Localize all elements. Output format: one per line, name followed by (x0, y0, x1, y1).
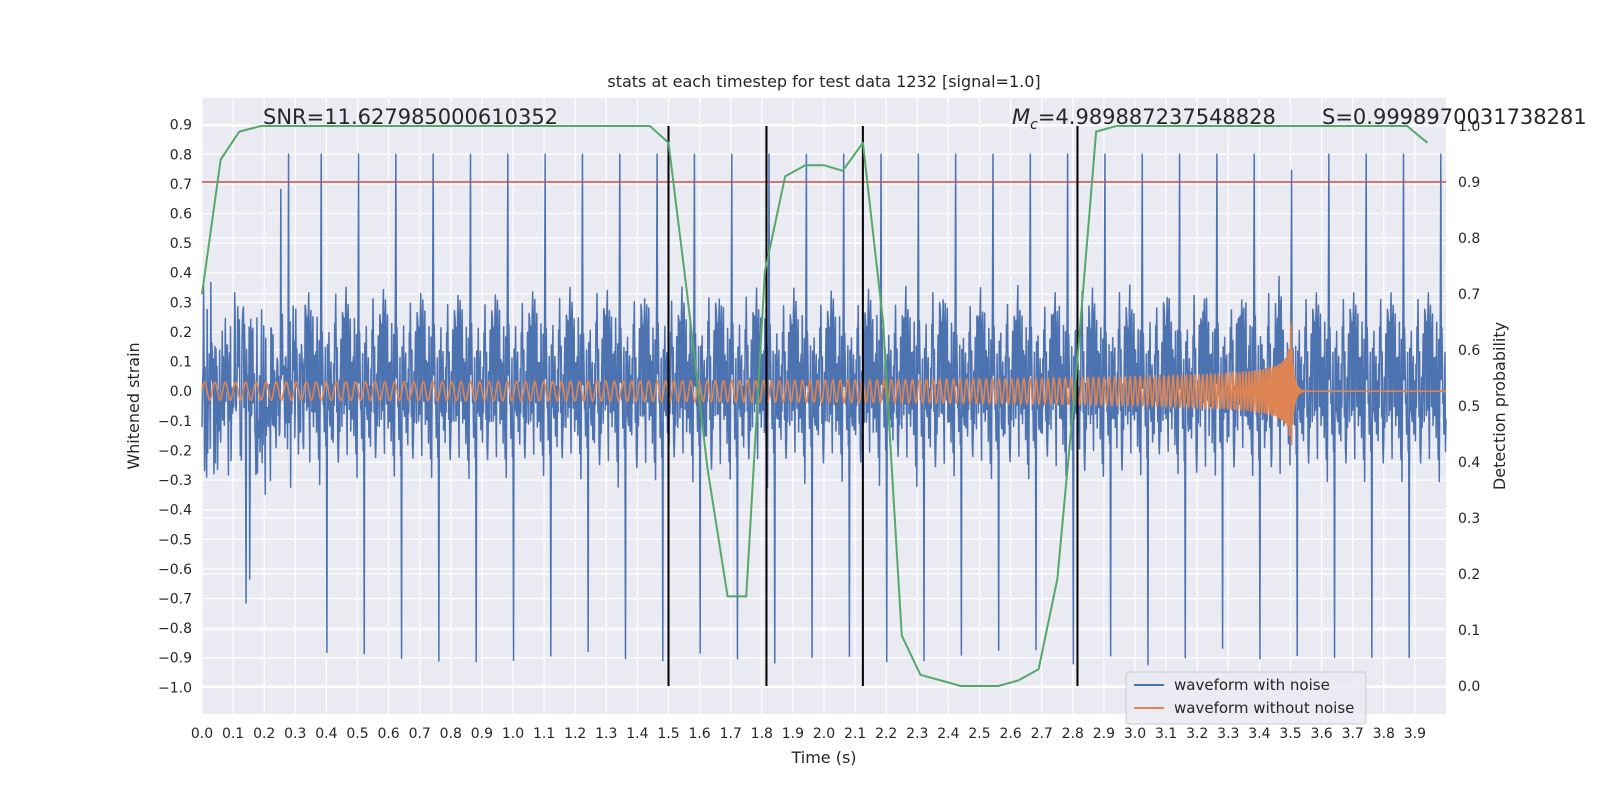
chirp-mass-annotation: Mc=4.989887237548828 (1012, 105, 1276, 133)
y-tick-label: −0.4 (158, 503, 192, 519)
x-tick-label: 1.9 (782, 726, 804, 742)
x-tick-label: 3.2 (1186, 726, 1208, 742)
x-tick-label: 3.7 (1342, 726, 1364, 742)
y-tick-label: −1.0 (158, 680, 192, 696)
snr-annotation: SNR=11.627985000610352 (263, 105, 558, 129)
y-tick-label: −0.1 (158, 414, 192, 430)
series-chirp-line (201, 322, 1446, 446)
x-tick-label: 1.3 (595, 726, 617, 742)
y2-tick-label: 0.4 (1458, 455, 1480, 471)
x-tick-label: 3.3 (1217, 726, 1239, 742)
y-tick-label: 0.6 (170, 207, 192, 223)
x-tick-label: 1.8 (751, 726, 773, 742)
x-tick-label: 2.6 (999, 726, 1021, 742)
y-tick-label: 0.5 (170, 236, 192, 252)
y-tick-label: 0.3 (170, 295, 192, 311)
x-tick-label: 0.0 (191, 726, 213, 742)
x-tick-label: 0.5 (346, 726, 368, 742)
x-tick-label: 3.9 (1404, 726, 1426, 742)
y-tick-label: 0.2 (170, 325, 192, 341)
y-tick-label: 0.1 (170, 355, 192, 371)
x-tick-label: 2.8 (1062, 726, 1084, 742)
x-tick-label: 3.4 (1248, 726, 1270, 742)
s-annotation: S=0.9998970031738281 (1322, 105, 1587, 129)
x-tick-label: 0.1 (222, 726, 244, 742)
y-tick-label: 0.4 (170, 266, 192, 282)
legend-label-clean: waveform without noise (1174, 699, 1354, 717)
x-tick-label: 3.1 (1155, 726, 1177, 742)
chirp-mass-symbol: M (1012, 105, 1030, 129)
y-tick-label: −0.3 (158, 473, 192, 489)
tick-labels: 0.0 0.1 0.2 0.3 0.4 0.5 0.6 0.7 0.8 0.9 1.0 1.1 1.2 1… (158, 118, 1480, 742)
y-tick-label: −0.2 (158, 443, 192, 459)
x-tick-label: 0.9 (471, 726, 493, 742)
x-tick-label: 2.7 (1031, 726, 1053, 742)
x-tick-label: 0.3 (284, 726, 306, 742)
x-tick-label: 1.2 (564, 726, 586, 742)
chirp-mass-subscript: c (1030, 117, 1038, 133)
plot-layer (201, 125, 1447, 687)
x-tick-label: 2.1 (844, 726, 866, 742)
x-tick-label: 1.0 (502, 726, 524, 742)
x-tick-label: 2.3 (906, 726, 928, 742)
x-tick-label: 1.4 (626, 726, 648, 742)
x-tick-label: 0.7 (409, 726, 431, 742)
y-tick-label: 0.9 (170, 118, 192, 134)
x-tick-label: 0.8 (440, 726, 462, 742)
x-tick-label: 2.2 (875, 726, 897, 742)
x-tick-label: 0.2 (253, 726, 275, 742)
y2-axis-label: Detection probability (1490, 322, 1509, 490)
y-tick-label: −0.5 (158, 532, 192, 548)
y2-tick-label: 0.7 (1458, 287, 1480, 303)
y-axis-label: Whitened strain (124, 342, 143, 469)
y-tick-label: −0.6 (158, 562, 192, 578)
legend-box (1125, 671, 1367, 725)
x-tick-label: 2.0 (813, 726, 835, 742)
y-tick-label: 0.7 (170, 177, 192, 193)
x-tick-label: 1.7 (720, 726, 742, 742)
y2-tick-label: 0.3 (1458, 511, 1480, 527)
y-tick-label: 0.0 (170, 384, 192, 400)
x-tick-label: 0.6 (377, 726, 399, 742)
x-tick-label: 3.0 (1124, 726, 1146, 742)
legend-label-noise: waveform with noise (1174, 676, 1330, 694)
y2-tick-label: 0.0 (1458, 679, 1480, 695)
y-tick-label: 0.8 (170, 147, 192, 163)
x-tick-label: 2.9 (1093, 726, 1115, 742)
chart-title: stats at each timestep for test data 123… (607, 72, 1040, 91)
x-tick-label: 2.4 (937, 726, 959, 742)
y2-tick-label: 0.5 (1458, 399, 1480, 415)
x-axis-label: Time (s) (790, 748, 856, 767)
y2-tick-label: 1.0 (1458, 119, 1480, 135)
y2-tick-label: 0.2 (1458, 567, 1480, 583)
y2-tick-label: 0.1 (1458, 623, 1480, 639)
x-tick-label: 3.5 (1279, 726, 1301, 742)
x-tick-label: 1.5 (657, 726, 679, 742)
chirp-mass-value: =4.989887237548828 (1038, 105, 1276, 129)
x-tick-label: 2.5 (968, 726, 990, 742)
y2-tick-label: 0.9 (1458, 175, 1480, 191)
y2-tick-label: 0.8 (1458, 231, 1480, 247)
series-noise-line (201, 153, 1447, 666)
series-probability-line (201, 125, 1428, 687)
x-tick-label: 0.4 (315, 726, 337, 742)
y-tick-label: −0.7 (158, 592, 192, 608)
x-tick-label: 3.8 (1373, 726, 1395, 742)
x-tick-label: 1.6 (688, 726, 710, 742)
x-tick-label: 1.1 (533, 726, 555, 742)
legend: waveform with noise waveform without noi… (1125, 671, 1367, 725)
y-tick-label: −0.9 (158, 651, 192, 667)
y2-tick-label: 0.6 (1458, 343, 1480, 359)
y-tick-label: −0.8 (158, 621, 192, 637)
x-tick-label: 3.6 (1310, 726, 1332, 742)
